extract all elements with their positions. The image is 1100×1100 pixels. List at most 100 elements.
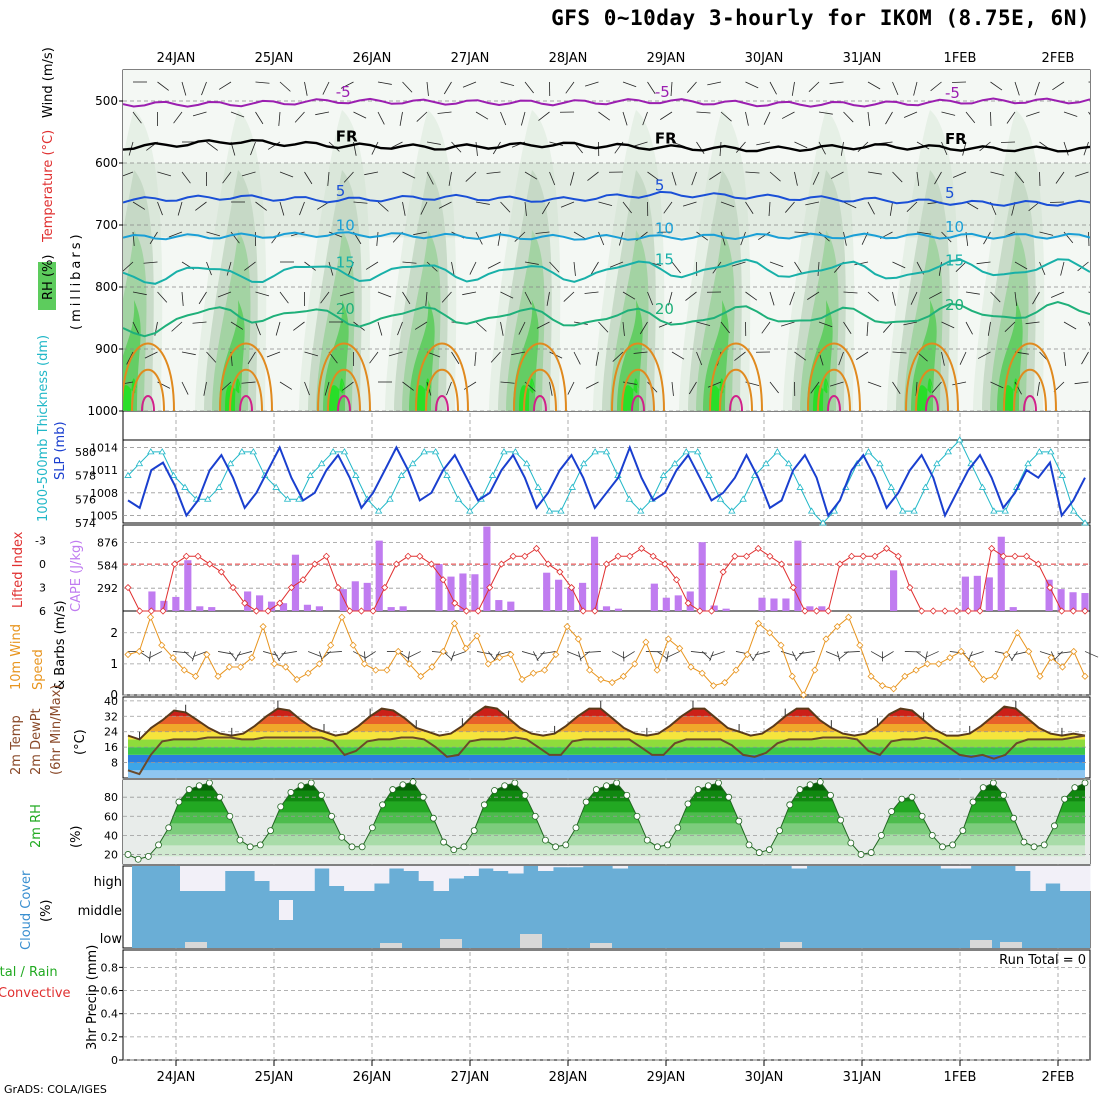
li-tick-label: 0 [39, 558, 46, 571]
rh2m-line-point [399, 781, 407, 789]
wind-barb [941, 351, 945, 366]
warm-contour-30 [719, 368, 753, 411]
rh2m-line-point [847, 839, 855, 847]
thickness-line-point [397, 471, 406, 478]
wind10-barb [710, 651, 725, 657]
thickness-line-point [990, 507, 998, 514]
contour-label: 10 [945, 218, 964, 236]
wind-barb [731, 261, 746, 267]
wind-barb [538, 111, 550, 121]
wind-barb [328, 231, 343, 238]
wind10-line-point [653, 666, 661, 674]
wind-barb [612, 351, 624, 362]
wind-barb [1063, 321, 1077, 330]
legend-convective: Convective [0, 986, 71, 1001]
wind-barb [838, 351, 844, 366]
wind-barb [500, 321, 504, 336]
wind10-line-point [957, 647, 965, 656]
wind-barb [745, 171, 760, 174]
rh2m-line-point [928, 831, 936, 839]
temp-label-c: (6hr Min/Max) [49, 685, 64, 775]
lifted-index-line-point [252, 607, 260, 615]
wind-barb [388, 351, 403, 357]
wind-barb [818, 141, 826, 155]
cape-bar [196, 606, 204, 611]
lifted-index-line-point [206, 560, 214, 568]
wind-barb [1032, 291, 1040, 305]
thickness-line-point [409, 459, 417, 467]
li-tick-label: 6 [39, 605, 46, 618]
wind-barb [647, 81, 656, 94]
thickness-line-point [671, 459, 679, 467]
wind-barb [794, 261, 803, 274]
thickness-line-point [374, 507, 383, 514]
rh2m-line-point [857, 851, 865, 858]
wind-barb [339, 291, 354, 297]
date-label-bottom: 24JAN [157, 1070, 196, 1085]
lifted-index-line-point [427, 560, 436, 568]
wind10-line-point [833, 622, 841, 631]
rh-plume [123, 378, 137, 411]
wind-barb [500, 201, 511, 213]
wind-barb [867, 201, 875, 215]
wind10-line-point [349, 641, 357, 649]
wind10-line-point [923, 660, 931, 668]
thickness-tick-label: 574 [75, 517, 96, 530]
wind-barb [324, 381, 330, 396]
lifted-index-line-point [276, 599, 284, 607]
wind-barb [990, 81, 1003, 91]
thickness-line-point [420, 448, 428, 455]
lifted-index-line-point [451, 599, 459, 607]
wind-barb [696, 351, 703, 366]
rh2m-line-point [267, 827, 274, 834]
thickness-line-point [739, 495, 747, 502]
wind-barb [867, 171, 882, 175]
wind-barb [1075, 171, 1089, 177]
temp-tick-label: 16 [104, 741, 118, 754]
wind10-line-point [777, 641, 785, 649]
wind-barb [143, 261, 158, 264]
warm-contour-35 [533, 395, 547, 411]
wind-barb [448, 171, 452, 186]
ylabel-millibars: (millibars) [69, 231, 84, 330]
thickness-line-point [796, 483, 804, 490]
wind-barb [688, 381, 697, 395]
cape-bar [722, 608, 730, 611]
wind-barb [563, 291, 575, 302]
lifted-index-line-point [229, 583, 237, 592]
wind10-line-point [383, 666, 391, 674]
warm-contour-25 [1003, 342, 1057, 411]
wind10-line-point [844, 613, 853, 621]
wind10-barb [799, 651, 815, 655]
wind10-line-point [180, 666, 188, 674]
cloud-high-bar [403, 866, 420, 871]
rh2m-line-point [1081, 779, 1089, 787]
thickness-line-point [978, 483, 987, 490]
wind-barb [745, 291, 758, 301]
cloud-high-bar [359, 866, 375, 891]
panel-frame-gap [122, 410, 1091, 441]
wind-barb [353, 201, 368, 204]
lifted-index-line-point [626, 552, 634, 560]
wind10-barb [451, 651, 466, 657]
rh2m-line-point [704, 782, 712, 790]
wind-barb [867, 111, 871, 126]
wind-barb [549, 381, 553, 396]
wind-barb [932, 381, 942, 393]
wind-barb [1028, 201, 1040, 212]
precip-tick-label: 0.4 [101, 1008, 119, 1021]
date-label-bottom: 2FEB [1042, 1070, 1075, 1085]
wind-barb [123, 261, 134, 272]
lifted-index-line-point [1034, 560, 1042, 568]
wind-barb [892, 81, 899, 96]
lifted-index-line-point [357, 607, 365, 615]
thickness-line-point [625, 495, 633, 502]
rh-tick-label: 80 [104, 791, 118, 804]
wind-barb [343, 171, 354, 183]
rh-plume [917, 378, 933, 411]
wind10-barb [234, 651, 241, 662]
lifted-index-line-point [404, 552, 412, 560]
thickness-tick-label: 578 [75, 470, 96, 483]
warm-contour-25 [807, 342, 861, 411]
thickness-line-point [124, 471, 132, 478]
